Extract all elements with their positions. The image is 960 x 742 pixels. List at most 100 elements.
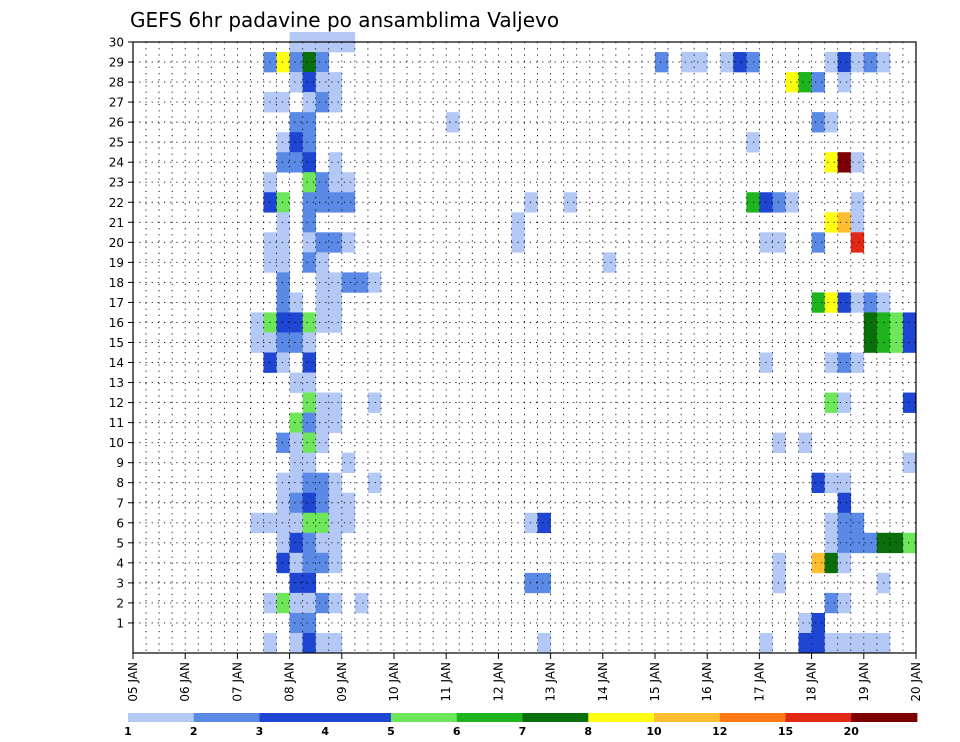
heatmap-cell	[302, 632, 316, 654]
heatmap-cell	[524, 572, 538, 594]
heatmap-cell	[276, 312, 290, 333]
heatmap-cell	[537, 632, 551, 654]
y-tick-label: 13	[109, 376, 124, 390]
x-tick-label: 08 JAN	[283, 662, 297, 702]
heatmap-cell	[315, 432, 330, 453]
heatmap-cell	[850, 352, 865, 373]
heatmap-cell	[302, 152, 316, 173]
heatmap-cell	[811, 632, 825, 654]
heatmap-cell	[302, 172, 316, 193]
colorbar-segment	[785, 713, 852, 722]
heatmap-cell	[302, 612, 316, 634]
y-tick-label: 6	[116, 516, 124, 530]
heatmap-cell	[772, 432, 786, 453]
heatmap-cell	[563, 192, 577, 213]
heatmap-cell	[824, 472, 838, 494]
colorbar-segment	[588, 713, 655, 722]
heatmap-cell	[276, 532, 290, 554]
colorbar-segment	[391, 713, 458, 722]
y-tick-label: 22	[109, 196, 124, 210]
heatmap-cell	[850, 532, 865, 554]
heatmap-cell	[315, 552, 330, 574]
colorbar-segment	[259, 713, 326, 722]
heatmap-cell	[302, 532, 316, 554]
heatmap-cell	[850, 192, 865, 213]
heatmap-cell	[824, 152, 838, 173]
x-tick-label: 05 JAN	[126, 662, 140, 702]
y-tick-label: 16	[109, 316, 124, 330]
heatmap-cell	[289, 432, 303, 453]
heatmap-cell	[289, 312, 303, 333]
heatmap-cell	[811, 612, 825, 634]
x-tick-label: 17 JAN	[752, 662, 766, 702]
colorbar-segment	[851, 713, 918, 722]
heatmap-cell	[302, 392, 316, 413]
heatmap-cell	[328, 152, 343, 173]
x-tick-label: 18 JAN	[805, 662, 819, 702]
x-axis: 05 JAN 06 JAN 07 JAN 08 JAN 09 JAN 10 JAN 11 J…	[126, 653, 923, 702]
heatmap-cell	[315, 312, 330, 333]
heatmap-cell	[289, 532, 303, 554]
heatmap-cell	[289, 132, 303, 153]
heatmap-cell	[276, 212, 290, 233]
heatmap-cell	[328, 232, 343, 253]
heatmap-cell	[302, 92, 316, 113]
heatmap-cell	[537, 512, 551, 534]
heatmap-cell	[824, 212, 838, 233]
y-tick-label: 23	[109, 176, 124, 190]
heatmap-cell	[302, 112, 316, 133]
heatmap-cell	[798, 72, 812, 93]
heatmap-cell	[811, 292, 825, 313]
y-tick-label: 25	[109, 136, 124, 150]
heatmap-cell	[837, 632, 852, 654]
heatmap-cells	[250, 31, 917, 654]
heatmap-cell	[328, 392, 343, 413]
heatmap-cell	[328, 412, 343, 433]
heatmap-cell	[837, 592, 852, 614]
heatmap-cell	[850, 292, 865, 313]
x-tick-label: 19 JAN	[857, 662, 871, 702]
heatmap-cell	[328, 272, 343, 293]
heatmap-cell	[837, 352, 852, 373]
colorbar-segment	[456, 713, 523, 722]
heatmap-cell	[276, 192, 290, 213]
y-tick-label: 17	[109, 296, 124, 310]
heatmap-cell	[315, 492, 330, 514]
heatmap-cell	[850, 52, 865, 73]
colorbar-tick-label: 6	[453, 725, 461, 738]
heatmap-cell	[328, 632, 343, 654]
heatmap-cell	[798, 612, 812, 634]
heatmap-cell	[289, 632, 303, 654]
colorbar-tick-label: 8	[584, 725, 592, 738]
heatmap-cell	[315, 72, 330, 93]
heatmap-cell	[824, 292, 838, 313]
heatmap-cell	[276, 552, 290, 574]
heatmap-cell	[902, 532, 917, 554]
heatmap-cell	[837, 492, 852, 514]
heatmap-cell	[785, 72, 799, 93]
y-tick-label: 18	[109, 276, 124, 290]
heatmap-cell	[328, 532, 343, 554]
heatmap-cell	[289, 152, 303, 173]
heatmap-cell	[328, 312, 343, 333]
heatmap-cell	[289, 52, 303, 73]
heatmap-cell	[289, 592, 303, 614]
heatmap-cell	[276, 432, 290, 453]
heatmap-cell	[315, 92, 330, 113]
heatmap-cell	[302, 352, 316, 373]
heatmap-cell	[772, 572, 786, 594]
y-tick-label: 5	[116, 536, 124, 550]
colorbar-segment	[654, 713, 721, 722]
heatmap-cell	[276, 332, 290, 353]
heatmap-cell	[837, 532, 852, 554]
y-tick-label: 10	[109, 436, 124, 450]
heatmap-cell	[811, 72, 825, 93]
heatmap-cell	[537, 572, 551, 594]
heatmap-cell	[276, 252, 290, 273]
y-tick-label: 9	[116, 456, 124, 470]
heatmap-cell	[276, 472, 290, 494]
heatmap-cell	[824, 592, 838, 614]
heatmap-cell	[302, 132, 316, 153]
plot-frame	[132, 41, 917, 654]
heatmap-cell	[315, 512, 330, 534]
